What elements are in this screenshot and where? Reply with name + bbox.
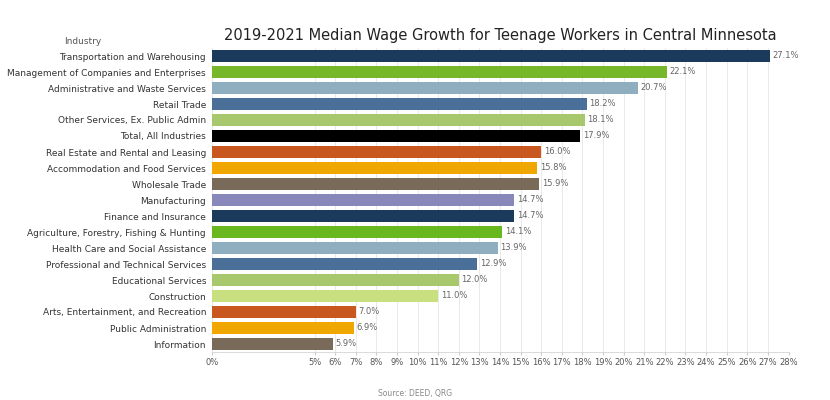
Text: 6.9%: 6.9%	[356, 324, 378, 332]
Bar	[212, 82, 638, 94]
Bar	[212, 130, 580, 142]
Bar	[212, 66, 667, 78]
Bar	[212, 306, 356, 318]
Bar	[212, 114, 584, 126]
Text: 12.0%: 12.0%	[461, 276, 488, 284]
Bar	[212, 50, 770, 62]
Text: 16.0%: 16.0%	[544, 148, 570, 156]
Bar	[212, 338, 333, 350]
Text: 18.2%: 18.2%	[589, 100, 616, 108]
Text: Industry: Industry	[65, 38, 102, 46]
Text: 7.0%: 7.0%	[359, 308, 379, 316]
Bar	[212, 242, 498, 254]
Text: 22.1%: 22.1%	[670, 68, 696, 76]
Bar	[212, 322, 354, 334]
Text: 12.9%: 12.9%	[480, 260, 506, 268]
Bar	[212, 226, 502, 238]
Text: 13.9%: 13.9%	[500, 244, 527, 252]
Text: Source: DEED, QRG: Source: DEED, QRG	[378, 389, 452, 398]
Text: 14.7%: 14.7%	[517, 212, 544, 220]
Bar	[212, 98, 587, 110]
Bar	[212, 146, 541, 158]
Text: 14.1%: 14.1%	[505, 228, 531, 236]
Text: 27.1%: 27.1%	[773, 52, 799, 60]
Text: 15.8%: 15.8%	[540, 164, 566, 172]
Text: 14.7%: 14.7%	[517, 196, 544, 204]
Text: 18.1%: 18.1%	[587, 116, 613, 124]
Text: 20.7%: 20.7%	[641, 84, 667, 92]
Bar	[212, 162, 537, 174]
Bar	[212, 194, 515, 206]
Bar	[212, 290, 438, 302]
Text: 5.9%: 5.9%	[335, 340, 357, 348]
Bar	[212, 274, 459, 286]
Text: 17.9%: 17.9%	[583, 132, 609, 140]
Bar	[212, 210, 515, 222]
Title: 2019-2021 Median Wage Growth for Teenage Workers in Central Minnesota: 2019-2021 Median Wage Growth for Teenage…	[224, 28, 776, 43]
Bar	[212, 178, 540, 190]
Text: 11.0%: 11.0%	[441, 292, 467, 300]
Bar	[212, 258, 477, 270]
Text: 15.9%: 15.9%	[542, 180, 568, 188]
